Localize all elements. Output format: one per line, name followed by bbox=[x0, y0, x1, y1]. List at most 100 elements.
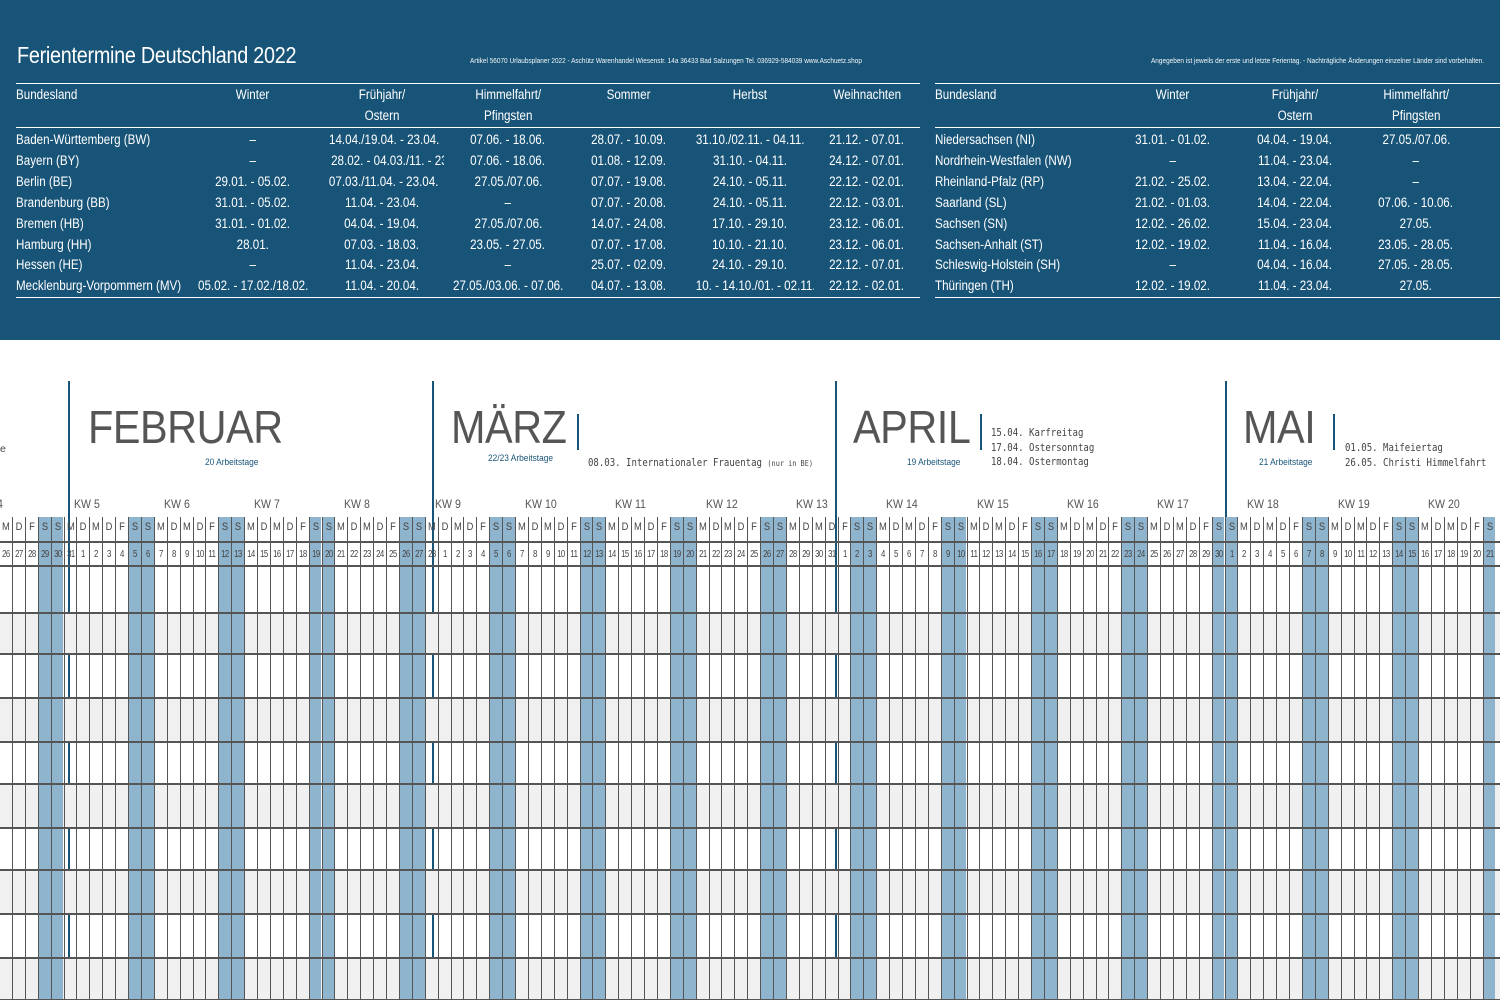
day-column[interactable]: M 16 bbox=[1418, 517, 1431, 1000]
day-column[interactable]: S 16 bbox=[1031, 517, 1044, 1000]
day-column[interactable]: D 26 bbox=[1160, 517, 1173, 1000]
day-column[interactable]: D 12 bbox=[1366, 517, 1379, 1000]
day-column[interactable]: F 15 bbox=[1018, 517, 1031, 1000]
day-column[interactable]: M 25 bbox=[1147, 517, 1160, 1000]
day-column[interactable]: S 30 bbox=[50, 517, 64, 1000]
day-column[interactable]: M 20 bbox=[1082, 517, 1096, 1000]
day-column[interactable]: D 14 bbox=[1005, 517, 1018, 1000]
day-column[interactable]: S 12 bbox=[579, 517, 593, 1000]
day-column[interactable]: F 25 bbox=[386, 517, 399, 1000]
day-column[interactable]: S 13 bbox=[231, 517, 245, 1000]
day-column[interactable]: S 20 bbox=[682, 517, 696, 1000]
day-column[interactable]: M 11 bbox=[966, 517, 980, 1000]
day-column[interactable]: D 24 bbox=[373, 517, 386, 1000]
day-column[interactable]: D 10 bbox=[192, 517, 206, 1000]
day-column[interactable]: S 13 bbox=[592, 517, 606, 1000]
day-column[interactable]: S 10 bbox=[953, 517, 967, 1000]
day-column[interactable]: D 15 bbox=[257, 517, 270, 1000]
day-column[interactable]: F 13 bbox=[1379, 517, 1392, 1000]
day-column[interactable]: D 21 bbox=[1095, 517, 1109, 1000]
day-column[interactable]: M 13 bbox=[992, 517, 1005, 1000]
day-column[interactable]: M 16 bbox=[269, 517, 283, 1000]
day-column[interactable]: M 16 bbox=[631, 517, 644, 1000]
day-column[interactable]: S 14 bbox=[1392, 517, 1406, 1000]
day-column[interactable]: S 20 bbox=[321, 517, 335, 1000]
day-column[interactable]: S 27 bbox=[773, 517, 786, 1000]
day-column[interactable]: M 14 bbox=[244, 517, 257, 1000]
day-column[interactable]: D 24 bbox=[734, 517, 747, 1000]
day-column[interactable]: F 11 bbox=[205, 517, 218, 1000]
day-column[interactable]: M 30 bbox=[811, 517, 825, 1000]
day-column[interactable]: F 29 bbox=[1198, 517, 1212, 1000]
day-column[interactable]: F 28 bbox=[24, 517, 38, 1000]
day-column[interactable]: S 26 bbox=[398, 517, 412, 1000]
day-column[interactable]: D 22 bbox=[347, 517, 360, 1000]
day-column[interactable]: D 19 bbox=[1069, 517, 1083, 1000]
day-column[interactable]: S 24 bbox=[1134, 517, 1148, 1000]
day-column[interactable]: M 14 bbox=[605, 517, 618, 1000]
day-column[interactable]: F 22 bbox=[1108, 517, 1121, 1000]
day-column[interactable]: D 12 bbox=[979, 517, 992, 1000]
day-column[interactable]: F 18 bbox=[656, 517, 670, 1000]
day-column[interactable]: S 21 bbox=[1482, 517, 1496, 1000]
day-column[interactable]: S 17 bbox=[1043, 517, 1057, 1000]
day-column[interactable]: S 26 bbox=[760, 517, 773, 1000]
day-column[interactable]: D 28 bbox=[1185, 517, 1199, 1000]
day-column[interactable]: M 21 bbox=[334, 517, 347, 1000]
day-column[interactable]: S 19 bbox=[669, 517, 683, 1000]
day-column[interactable]: S 29 bbox=[37, 517, 51, 1000]
day-column[interactable]: M 31 bbox=[63, 517, 77, 1000]
day-column[interactable]: S 19 bbox=[308, 517, 322, 1000]
day-column[interactable]: M 23 bbox=[721, 517, 734, 1000]
day-column[interactable]: D 19 bbox=[1456, 517, 1470, 1000]
day-column[interactable]: D 10 bbox=[1340, 517, 1354, 1000]
day-column[interactable]: S 12 bbox=[218, 517, 232, 1000]
day-column[interactable]: F 11 bbox=[566, 517, 580, 1000]
day-column[interactable]: D 29 bbox=[798, 517, 812, 1000]
day-column[interactable]: M 23 bbox=[360, 517, 373, 1000]
day-column[interactable]: M 27 bbox=[1172, 517, 1186, 1000]
day-column[interactable]: D 31 bbox=[824, 517, 838, 1000]
day-column[interactable]: M 18 bbox=[1443, 517, 1457, 1000]
day-column[interactable]: D 17 bbox=[282, 517, 296, 1000]
day-column[interactable]: S 23 bbox=[1121, 517, 1135, 1000]
day-column[interactable]: M 18 bbox=[1056, 517, 1070, 1000]
day-column[interactable]: F 18 bbox=[295, 517, 309, 1000]
day-column[interactable]: S 27 bbox=[411, 517, 425, 1000]
day-column[interactable]: M 28 bbox=[424, 517, 438, 1000]
day-column[interactable]: F 20 bbox=[1469, 517, 1483, 1000]
day-column[interactable]: M 28 bbox=[785, 517, 799, 1000]
day-column[interactable]: D 17 bbox=[644, 517, 657, 1000]
day-column[interactable]: F 25 bbox=[747, 517, 760, 1000]
